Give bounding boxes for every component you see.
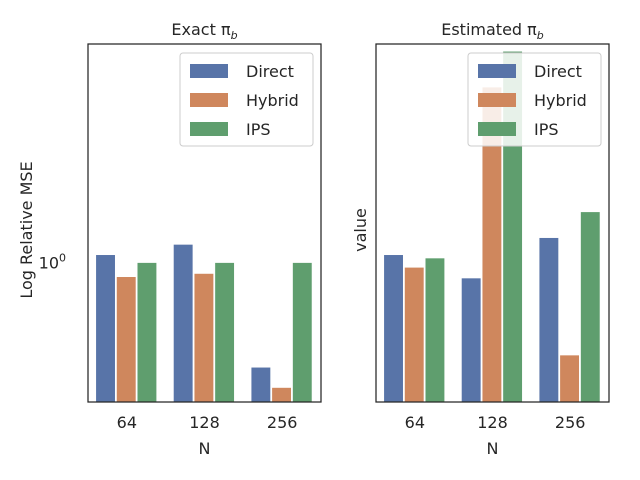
legend-label-1-hybrid: Hybrid bbox=[534, 91, 587, 110]
bar-1-direct-128 bbox=[461, 277, 482, 403]
axes-frame-1 bbox=[375, 43, 610, 403]
x-tick-label-1-128: 128 bbox=[477, 413, 508, 432]
chart-title-0: Exact πb bbox=[171, 20, 237, 42]
legend-swatch-0-hybrid bbox=[190, 93, 228, 107]
x-axis-label-0: N bbox=[199, 439, 211, 458]
legend-swatch-0-ips bbox=[190, 122, 228, 136]
x-tick-label-0-128: 128 bbox=[189, 413, 220, 432]
x-tick-label-0-256: 256 bbox=[267, 413, 298, 432]
legend-label-0-ips: IPS bbox=[246, 120, 271, 139]
bar-0-ips-128 bbox=[214, 262, 235, 403]
legend-swatch-1-hybrid bbox=[478, 93, 516, 107]
bar-1-hybrid-256 bbox=[559, 354, 580, 403]
bar-0-hybrid-64 bbox=[116, 276, 137, 403]
legend-swatch-0-direct bbox=[190, 64, 228, 78]
bar-1-ips-64 bbox=[424, 257, 446, 403]
bar-0-hybrid-128 bbox=[193, 273, 214, 403]
bar-1-direct-64 bbox=[383, 254, 404, 403]
x-tick-label-0-64: 64 bbox=[117, 413, 137, 432]
legend-label-0-direct: Direct bbox=[246, 62, 294, 81]
bar-1-ips-256 bbox=[580, 211, 601, 403]
bar-0-ips-256 bbox=[292, 262, 313, 403]
x-axis-label-1: N bbox=[487, 439, 499, 458]
x-tick-label-1-64: 64 bbox=[405, 413, 425, 432]
legend-swatch-1-direct bbox=[478, 64, 516, 78]
bar-0-direct-64 bbox=[95, 254, 116, 403]
legend-label-1-direct: Direct bbox=[534, 62, 582, 81]
bar-0-hybrid-256 bbox=[271, 387, 292, 403]
axes-frame-0 bbox=[87, 43, 322, 403]
legend-label-0-hybrid: Hybrid bbox=[246, 91, 299, 110]
bar-0-direct-256 bbox=[250, 366, 271, 403]
bar-0-direct-128 bbox=[173, 244, 194, 403]
x-tick-label-1-256: 256 bbox=[555, 413, 586, 432]
y-axis-label-0: Log Relative MSE bbox=[17, 161, 36, 298]
bar-1-direct-256 bbox=[538, 237, 559, 403]
chart-title-1: Estimated πb bbox=[441, 20, 544, 42]
bar-0-ips-64 bbox=[136, 262, 158, 403]
y-axis-label-1: value bbox=[351, 208, 370, 252]
y-tick-label-0: 100 bbox=[39, 252, 66, 273]
legend-label-1-ips: IPS bbox=[534, 120, 559, 139]
legend-swatch-1-ips bbox=[478, 122, 516, 136]
bar-1-hybrid-64 bbox=[404, 266, 425, 403]
